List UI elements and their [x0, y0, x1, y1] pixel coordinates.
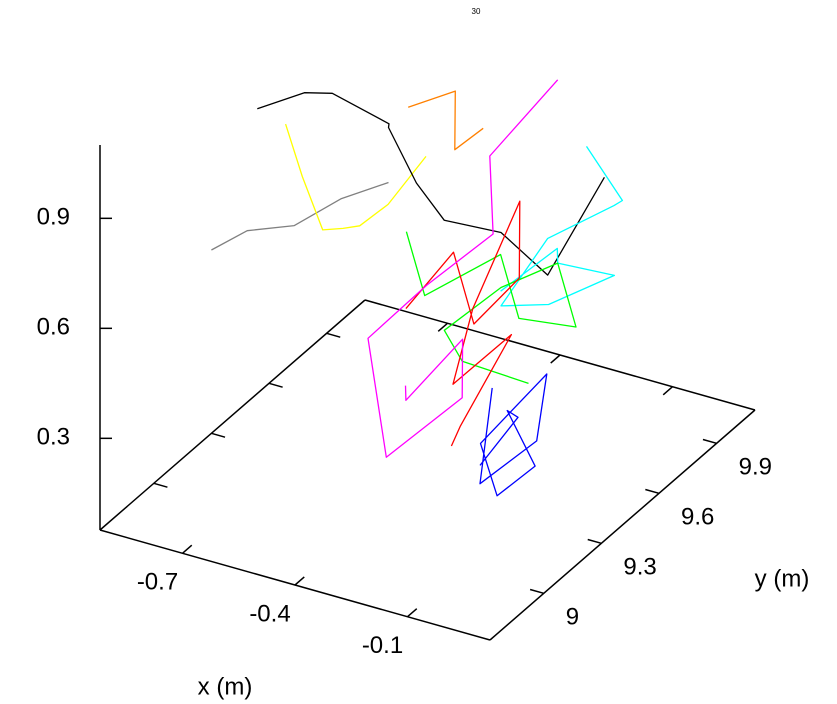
trajectory [284, 123, 427, 231]
x-axis-label: x (m) [198, 673, 253, 700]
y-tick [702, 438, 717, 445]
trajectory [479, 373, 548, 497]
z-tick-label: 0.9 [37, 204, 70, 231]
y-tick-label: 9.3 [623, 554, 656, 581]
x-tick [550, 354, 561, 364]
y-tick [587, 538, 602, 545]
x-tick-label: -0.7 [137, 569, 178, 596]
z-tick-label: 0.6 [37, 314, 70, 341]
y-tick [645, 488, 660, 495]
trajectory [257, 92, 605, 276]
x-tick [294, 576, 305, 586]
floor-edge [489, 409, 756, 641]
y-tick [529, 588, 544, 595]
y-tick-label: 9 [566, 604, 579, 631]
y-axis-label: y (m) [755, 565, 810, 592]
y-tick [153, 482, 168, 488]
trajectory [405, 200, 521, 447]
trajectory [405, 231, 577, 385]
annotation: 30 [472, 7, 481, 16]
y-tick-label: 9.6 [681, 504, 714, 531]
trajectory [211, 181, 389, 251]
x-tick [662, 386, 673, 396]
floor-edge [99, 299, 366, 531]
y-tick-label: 9.9 [739, 454, 772, 481]
y-tick [211, 432, 226, 438]
trajectory [500, 146, 624, 307]
x-tick [407, 608, 418, 618]
x-tick [437, 322, 448, 332]
x-tick-label: -0.4 [249, 600, 290, 627]
trajectory [367, 79, 559, 458]
y-tick [268, 382, 283, 388]
y-tick [326, 332, 341, 338]
x-tick-label: -0.1 [362, 632, 403, 659]
trajectory [407, 90, 484, 151]
z-tick-label: 0.3 [37, 424, 70, 451]
x-tick [182, 544, 193, 554]
